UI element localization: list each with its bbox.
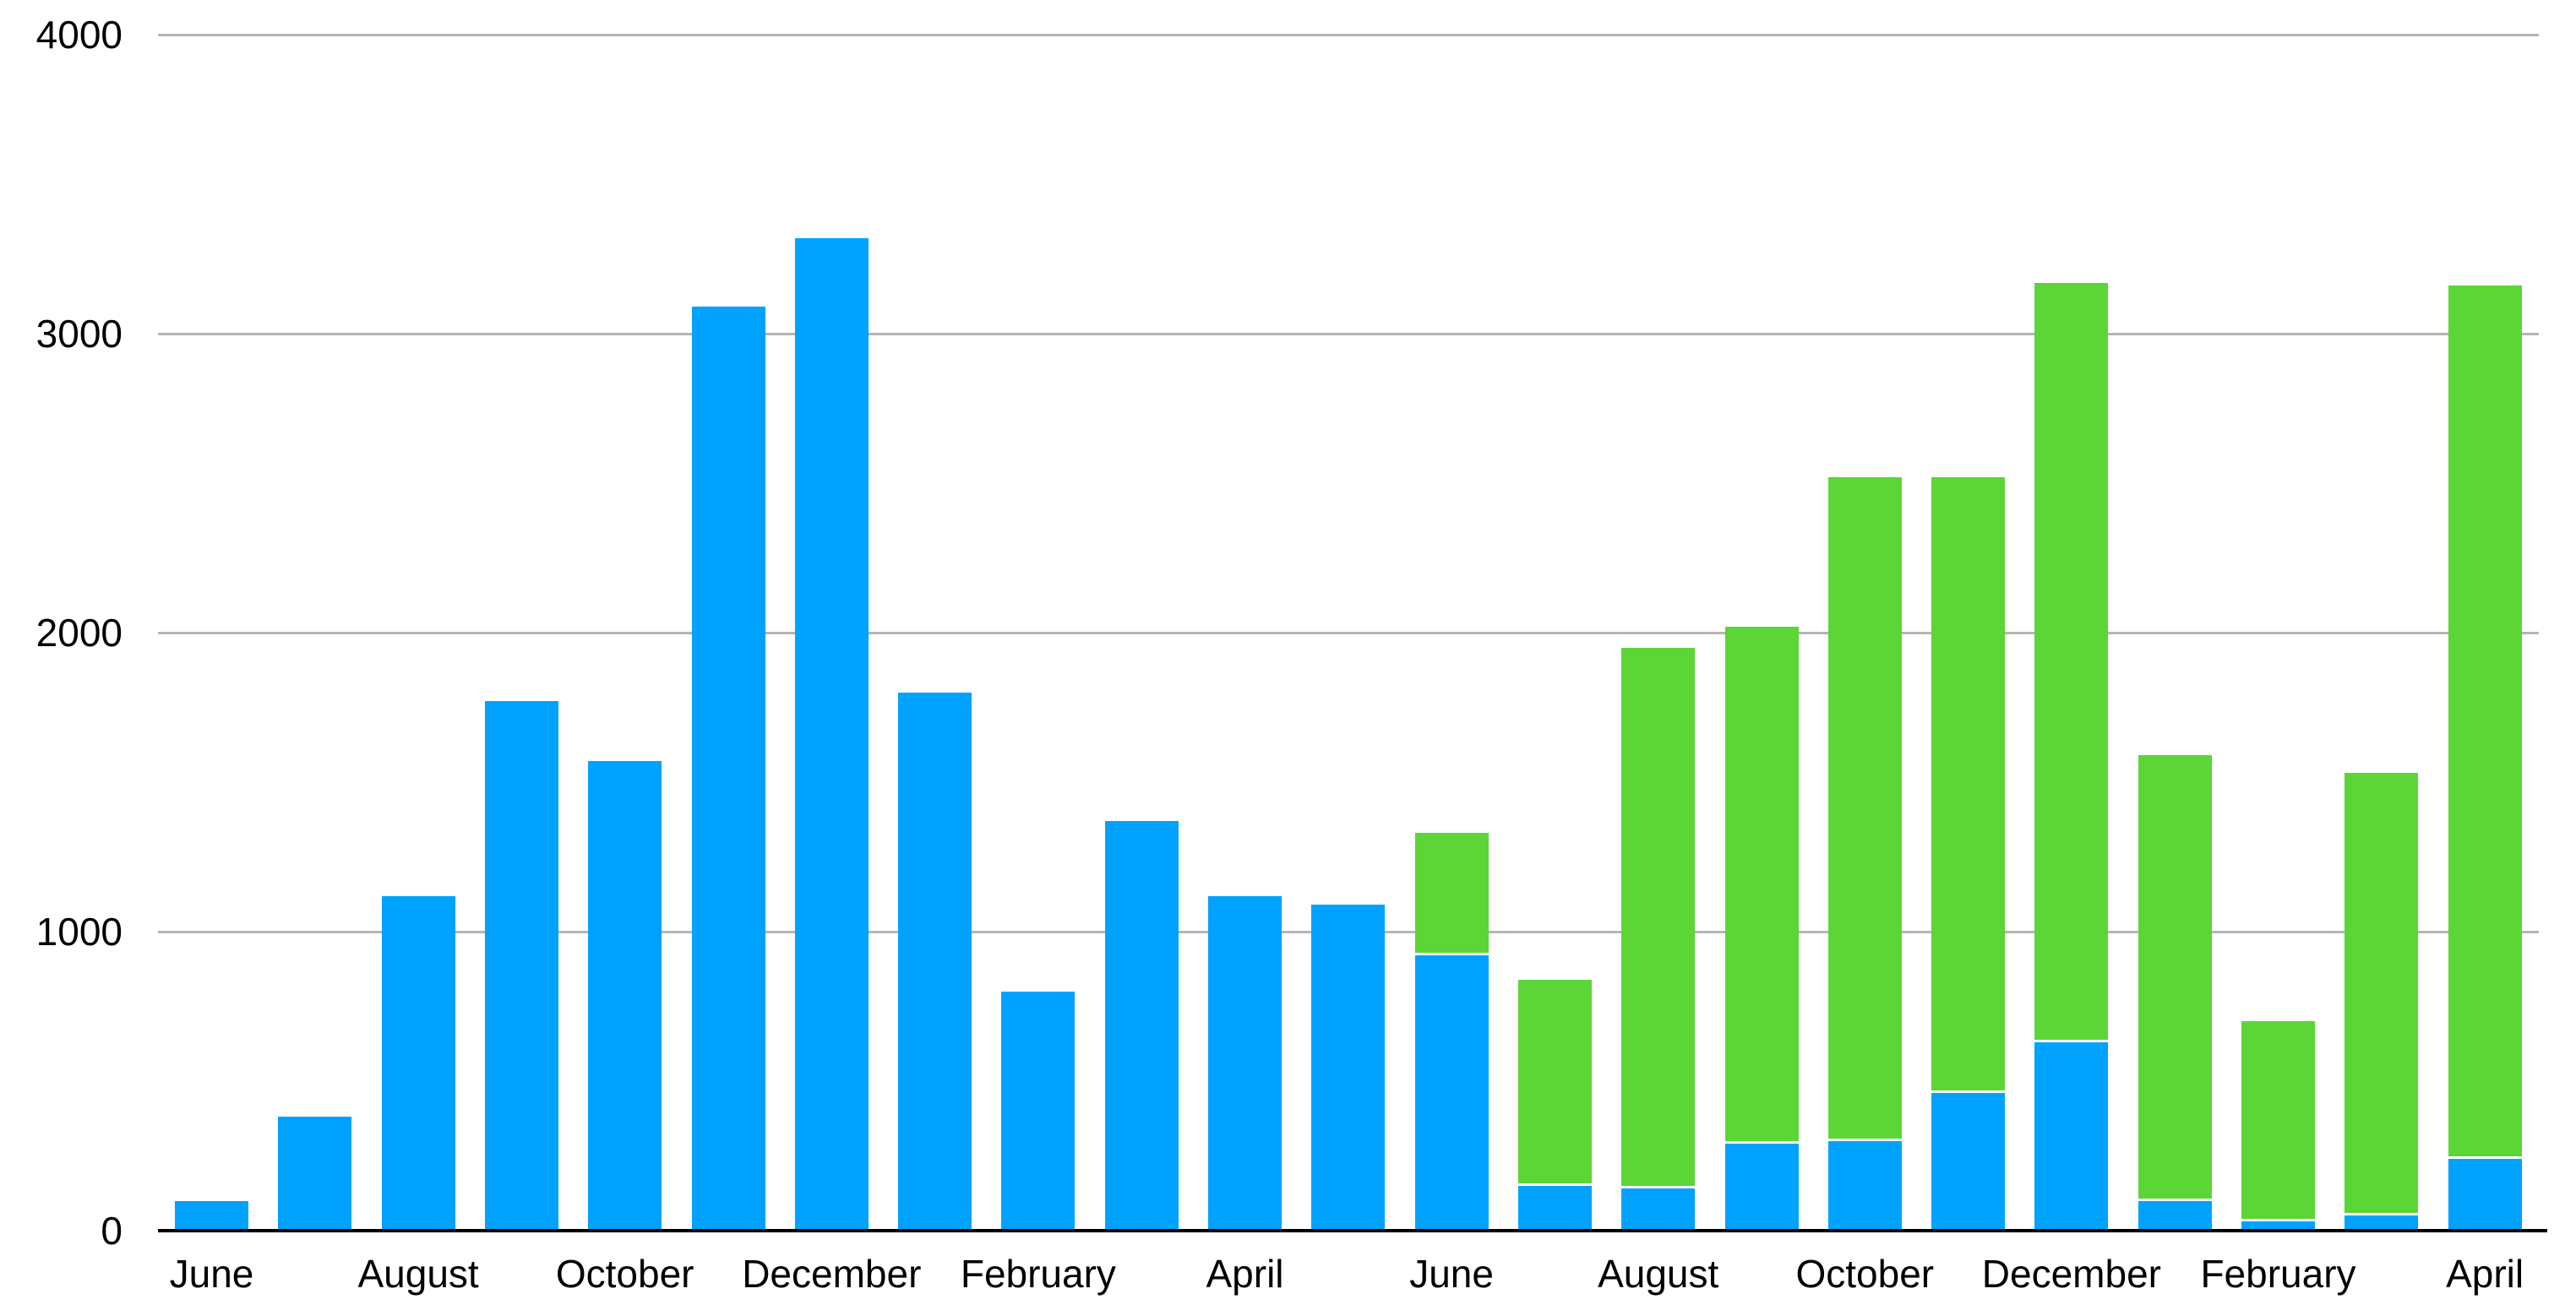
bar-segment-green[interactable]	[1724, 626, 1799, 1142]
bar-segment-blue[interactable]	[1724, 1144, 1799, 1231]
bar-segment-green[interactable]	[2034, 282, 2109, 1040]
bar-segment-green[interactable]	[1827, 476, 1902, 1139]
gridline	[158, 333, 2539, 335]
bar-segment-blue[interactable]	[1311, 905, 1386, 1231]
bar-segment-green[interactable]	[1414, 833, 1489, 954]
bar-segment-blue[interactable]	[1104, 821, 1179, 1231]
bar-segment-blue[interactable]	[588, 761, 662, 1231]
y-axis-tick-label: 0	[101, 1209, 123, 1253]
x-axis-line	[158, 1229, 2547, 1232]
x-axis-tick-label: October	[1795, 1252, 1935, 1296]
bar-segment-blue[interactable]	[1827, 1140, 1902, 1231]
bar-segment-blue[interactable]	[175, 1200, 248, 1231]
bar-segment-blue[interactable]	[1517, 1185, 1592, 1231]
bar-segment-blue[interactable]	[2345, 1215, 2419, 1231]
bar-segment-blue[interactable]	[1001, 991, 1076, 1231]
bar-segment-blue[interactable]	[484, 701, 558, 1231]
x-axis-tick-label: April	[2446, 1252, 2524, 1296]
bar-segment-blue[interactable]	[381, 895, 455, 1231]
bar-segment-blue[interactable]	[794, 237, 869, 1231]
bar-segment-blue[interactable]	[2241, 1221, 2315, 1231]
bar-segment-blue[interactable]	[898, 692, 972, 1231]
y-axis-tick-label: 2000	[35, 611, 123, 655]
x-axis-tick-label: June	[169, 1252, 254, 1296]
bar-segment-blue[interactable]	[2138, 1200, 2212, 1231]
y-axis-tick-label: 4000	[35, 13, 123, 57]
x-axis-tick-label: April	[1206, 1252, 1284, 1296]
bar-segment-green[interactable]	[2241, 1021, 2315, 1220]
bar-segment-blue[interactable]	[1931, 1093, 2006, 1231]
x-axis-tick-label: June	[1409, 1252, 1494, 1296]
x-axis-tick-label: February	[960, 1252, 1116, 1296]
bar-segment-blue[interactable]	[1208, 895, 1282, 1231]
x-axis-tick-label: August	[357, 1252, 479, 1296]
bar-segment-blue[interactable]	[1621, 1188, 1696, 1231]
gridline	[158, 632, 2539, 634]
y-axis-tick-label: 3000	[35, 312, 123, 356]
bar-segment-green[interactable]	[1931, 476, 2006, 1091]
bar-segment-green[interactable]	[1621, 647, 1696, 1187]
bar-segment-green[interactable]	[2345, 773, 2419, 1214]
y-axis-tick-label: 1000	[35, 910, 123, 954]
x-axis-tick-label: February	[2200, 1252, 2356, 1296]
bar-segment-blue[interactable]	[278, 1117, 352, 1231]
bar-segment-blue[interactable]	[2448, 1159, 2522, 1231]
x-axis-tick-label: December	[742, 1252, 922, 1296]
x-axis-tick-label: August	[1598, 1252, 1719, 1296]
x-axis-tick-label: October	[555, 1252, 694, 1296]
bar-segment-blue[interactable]	[1414, 955, 1489, 1231]
bar-segment-blue[interactable]	[691, 307, 765, 1231]
bar-segment-blue[interactable]	[2034, 1041, 2109, 1231]
bar-segment-green[interactable]	[2448, 285, 2522, 1157]
bar-segment-green[interactable]	[1517, 979, 1592, 1183]
gridline	[158, 34, 2539, 36]
x-axis-tick-label: December	[1981, 1252, 2161, 1296]
bar-segment-green[interactable]	[2138, 755, 2212, 1199]
